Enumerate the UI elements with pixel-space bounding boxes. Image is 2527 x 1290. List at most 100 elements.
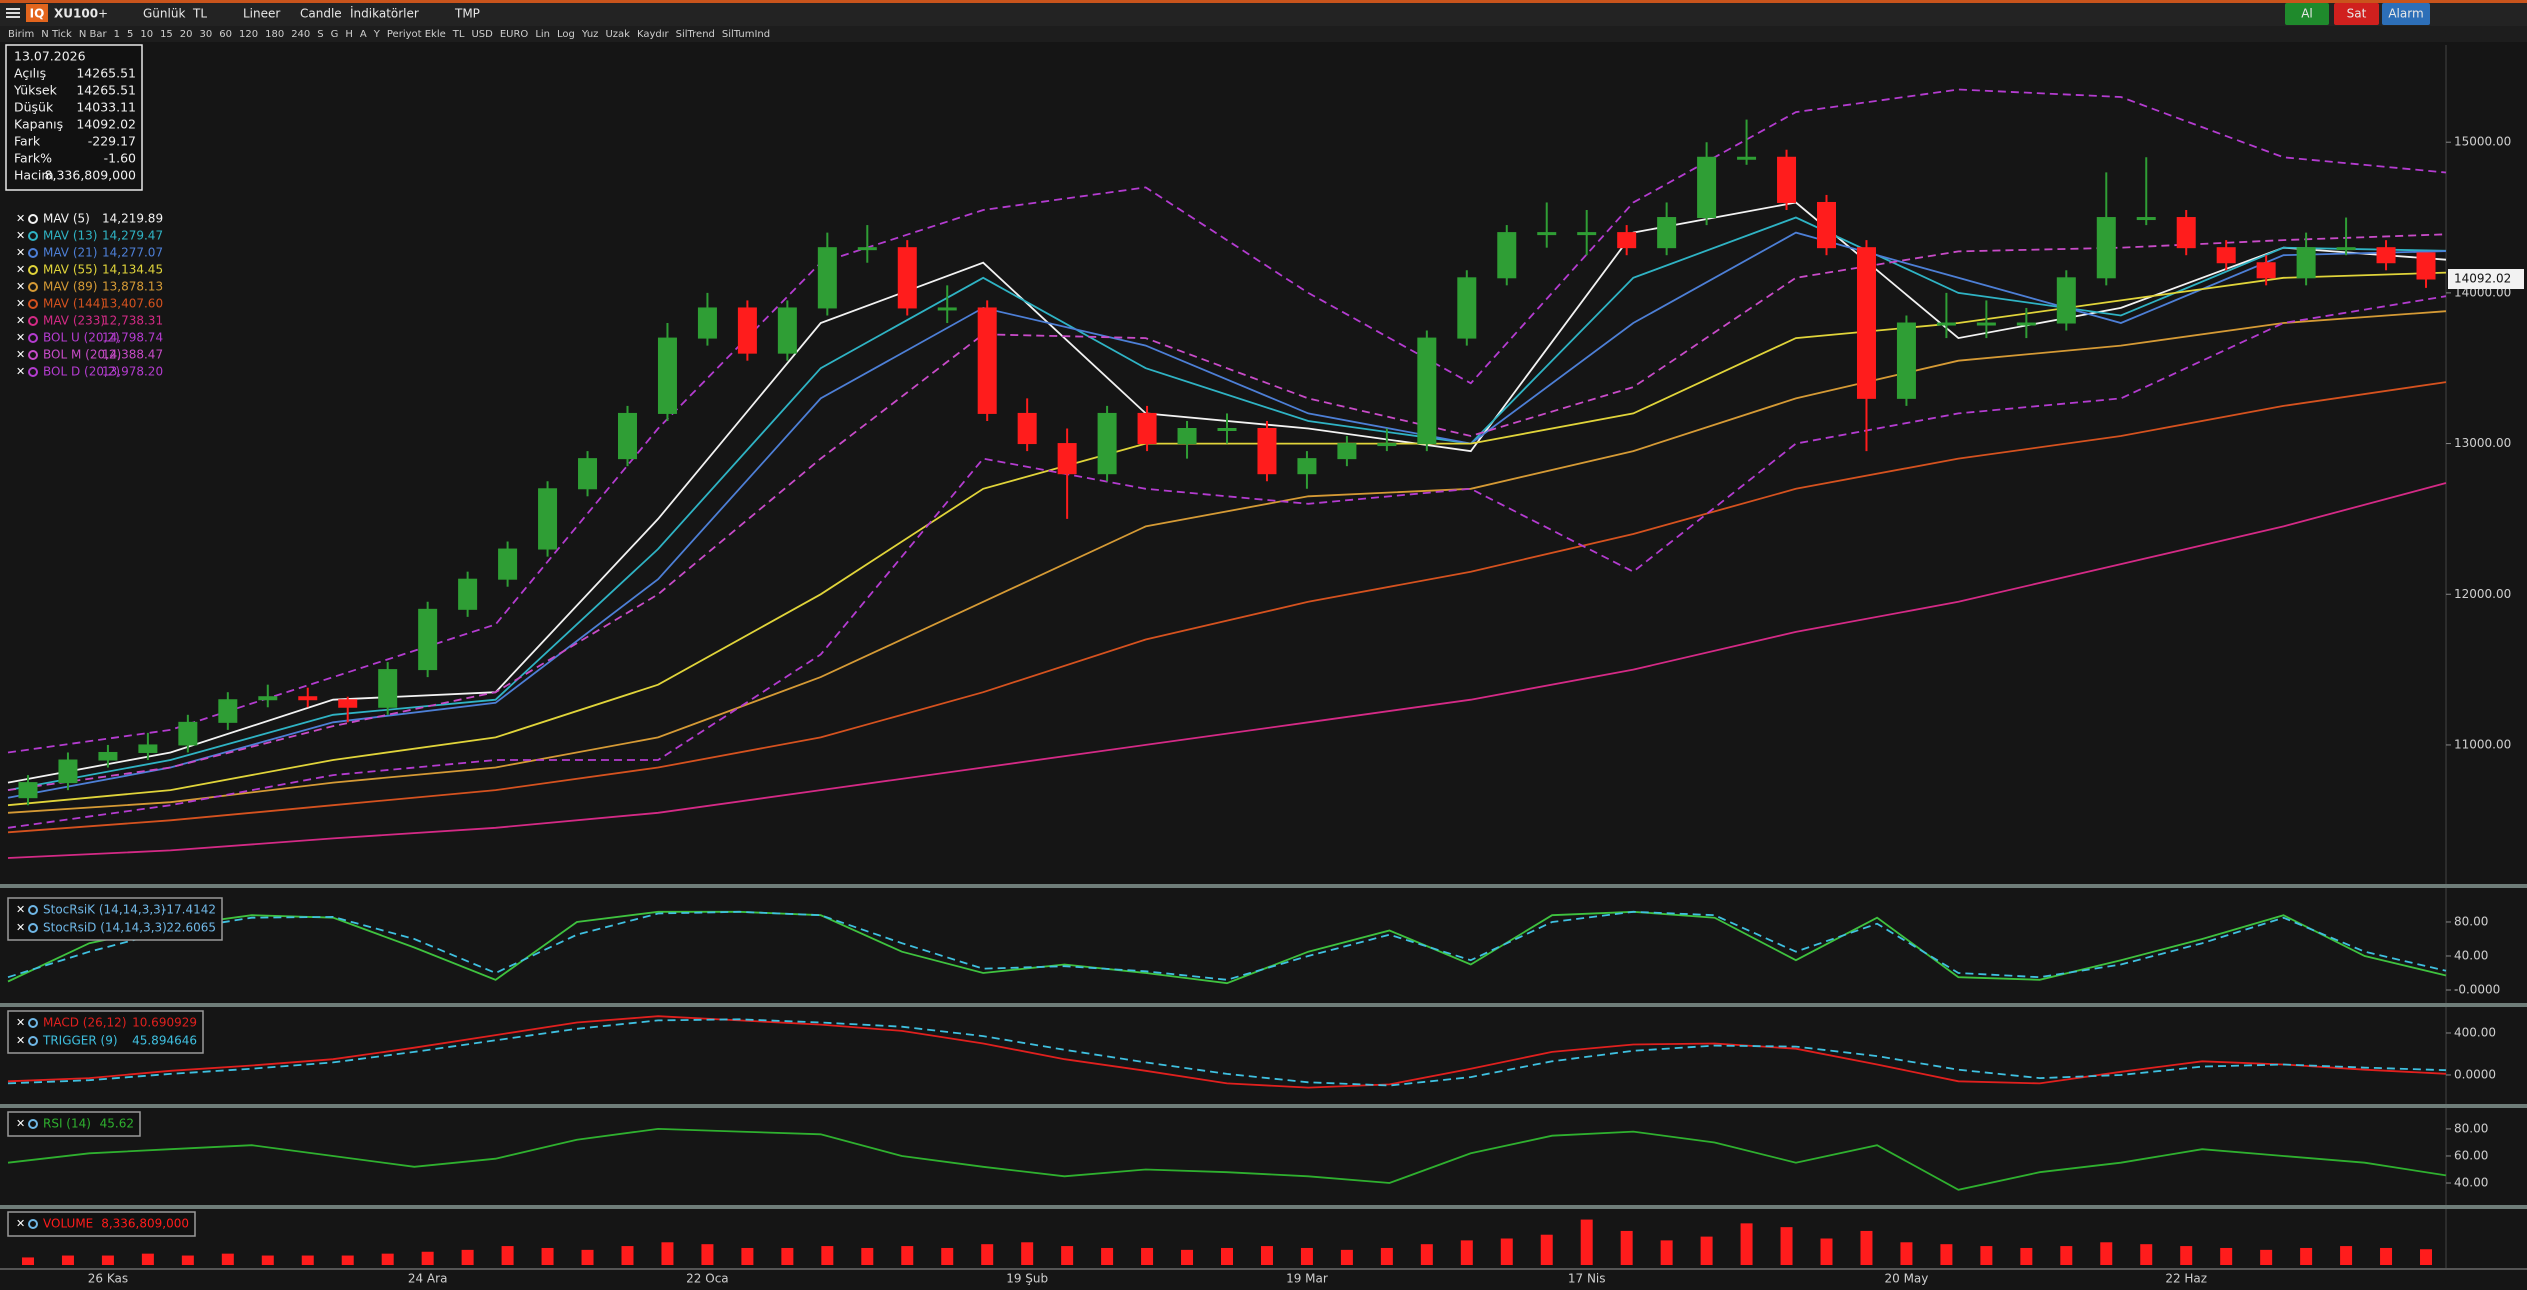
remove-icon: ✕ [16, 229, 25, 242]
toolbar-option[interactable]: Periyot Ekle [387, 29, 446, 40]
button-label[interactable]: Sat [2347, 7, 2367, 21]
settings-icon[interactable] [28, 350, 38, 360]
toolbar-option[interactable]: EURO [500, 29, 529, 40]
toolbar-option[interactable]: 180 [265, 29, 284, 40]
toolbar-option[interactable]: 5 [127, 29, 133, 40]
legend-name: MAV (144) [43, 297, 105, 311]
info-label: Hacim [14, 168, 54, 183]
volume-bar [1340, 1249, 1353, 1265]
volume-bar [541, 1247, 554, 1265]
volume-bar [741, 1247, 754, 1265]
settings-icon[interactable] [28, 265, 38, 275]
volume-bar [61, 1255, 74, 1265]
button-label[interactable]: Al [2301, 7, 2313, 21]
volume-bar [981, 1244, 994, 1265]
legend-name: StocRsiD (14,14,3,3) [43, 921, 167, 935]
toolbar-option[interactable]: G [331, 29, 339, 40]
toolbar-option[interactable]: TL [452, 29, 465, 40]
toolbar-option[interactable]: 240 [291, 29, 310, 40]
toolbar-option[interactable]: USD [471, 29, 493, 40]
volume-bar [181, 1255, 194, 1265]
info-value: 14033.11 [76, 100, 136, 115]
legend-name: MAV (89) [43, 280, 97, 294]
volume-bar [1021, 1242, 1034, 1265]
candle-body [1137, 412, 1157, 445]
toolbar-option[interactable]: 10 [140, 29, 153, 40]
settings-icon[interactable] [28, 214, 38, 224]
toolbar-option[interactable]: Kaydır [637, 29, 670, 40]
x-tick-label: 22 Haz [2165, 1272, 2207, 1286]
settings-icon[interactable] [28, 905, 38, 915]
x-tick-label: 26 Kas [88, 1272, 128, 1286]
settings-icon[interactable] [28, 1018, 38, 1028]
toolbar-option[interactable]: Lin [535, 29, 550, 40]
candle-body [737, 307, 757, 354]
toolbar-option[interactable]: 20 [180, 29, 193, 40]
scale[interactable]: Lineer [243, 7, 280, 21]
logo [26, 4, 48, 22]
button[interactable] [2382, 3, 2430, 25]
settings-icon[interactable] [28, 1219, 38, 1229]
button[interactable] [2334, 3, 2379, 25]
candle-body [1976, 322, 1996, 326]
settings-icon[interactable] [28, 316, 38, 326]
settings-icon[interactable] [28, 923, 38, 933]
settings-icon[interactable] [28, 231, 38, 241]
chart-style[interactable]: Candle [300, 7, 342, 21]
settings-icon[interactable] [28, 248, 38, 258]
indicators[interactable]: İndikatörler [350, 6, 419, 21]
candle-body [1817, 201, 1837, 249]
toolbar-option[interactable]: 15 [160, 29, 173, 40]
toolbar-option[interactable]: Uzak [605, 29, 630, 40]
settings-icon[interactable] [28, 299, 38, 309]
toolbar-option[interactable]: Log [557, 29, 575, 40]
toolbar-option[interactable]: Y [373, 29, 381, 40]
candle-body [1617, 232, 1637, 249]
button-label[interactable]: Alarm [2388, 7, 2423, 21]
y-tick-label: 80.00 [2454, 914, 2488, 928]
volume-bar [2100, 1242, 2113, 1265]
volume-bar [301, 1255, 314, 1265]
toolbar-option[interactable]: 1 [114, 29, 120, 40]
button[interactable] [2285, 3, 2329, 25]
toolbar-option[interactable]: 30 [200, 29, 213, 40]
volume-bar [421, 1251, 434, 1265]
candle-body [817, 247, 837, 309]
volume-bar [1860, 1230, 1873, 1265]
settings-icon[interactable] [28, 1036, 38, 1046]
candle-body [1537, 232, 1557, 236]
add-symbol[interactable]: + [98, 7, 108, 21]
toolbar-option[interactable]: A [360, 29, 367, 40]
x-tick-label: 20 May [1884, 1272, 1928, 1286]
symbol[interactable]: XU100 [54, 7, 98, 21]
legend-name: MACD (26,12) [43, 1016, 127, 1030]
settings-icon[interactable] [28, 367, 38, 377]
settings-icon[interactable] [28, 1119, 38, 1129]
candle-body [1017, 412, 1037, 445]
candle-body [1856, 247, 1876, 399]
period[interactable]: Günlük [143, 7, 185, 21]
remove-icon: ✕ [16, 1117, 25, 1130]
candle-body [538, 488, 558, 550]
settings-icon[interactable] [28, 333, 38, 343]
toolbar-option[interactable]: Birim [8, 29, 34, 40]
overlay-line [7, 233, 2447, 791]
toolbar-option[interactable]: 120 [239, 29, 258, 40]
toolbar-option[interactable]: H [345, 29, 353, 40]
template[interactable]: TMP [454, 7, 480, 21]
toolbar-option[interactable]: N Bar [79, 29, 108, 40]
toolbar-option[interactable]: N Tick [41, 29, 72, 40]
menu-icon[interactable] [6, 8, 20, 18]
legend-name: BOL U (20,2) [43, 331, 120, 345]
toolbar-option[interactable]: 60 [219, 29, 232, 40]
candle-body [1577, 232, 1597, 236]
toolbar-option[interactable]: SilTumInd [722, 29, 770, 40]
toolbar-option[interactable]: Yuz [581, 29, 599, 40]
toolbar-option[interactable]: SilTrend [676, 29, 715, 40]
toolbar-option[interactable]: S [317, 29, 323, 40]
volume-bar [381, 1253, 394, 1265]
volume-bar [1420, 1244, 1433, 1265]
currency[interactable]: TL [192, 7, 207, 21]
info-label: Kapanış [14, 117, 63, 132]
settings-icon[interactable] [28, 282, 38, 292]
